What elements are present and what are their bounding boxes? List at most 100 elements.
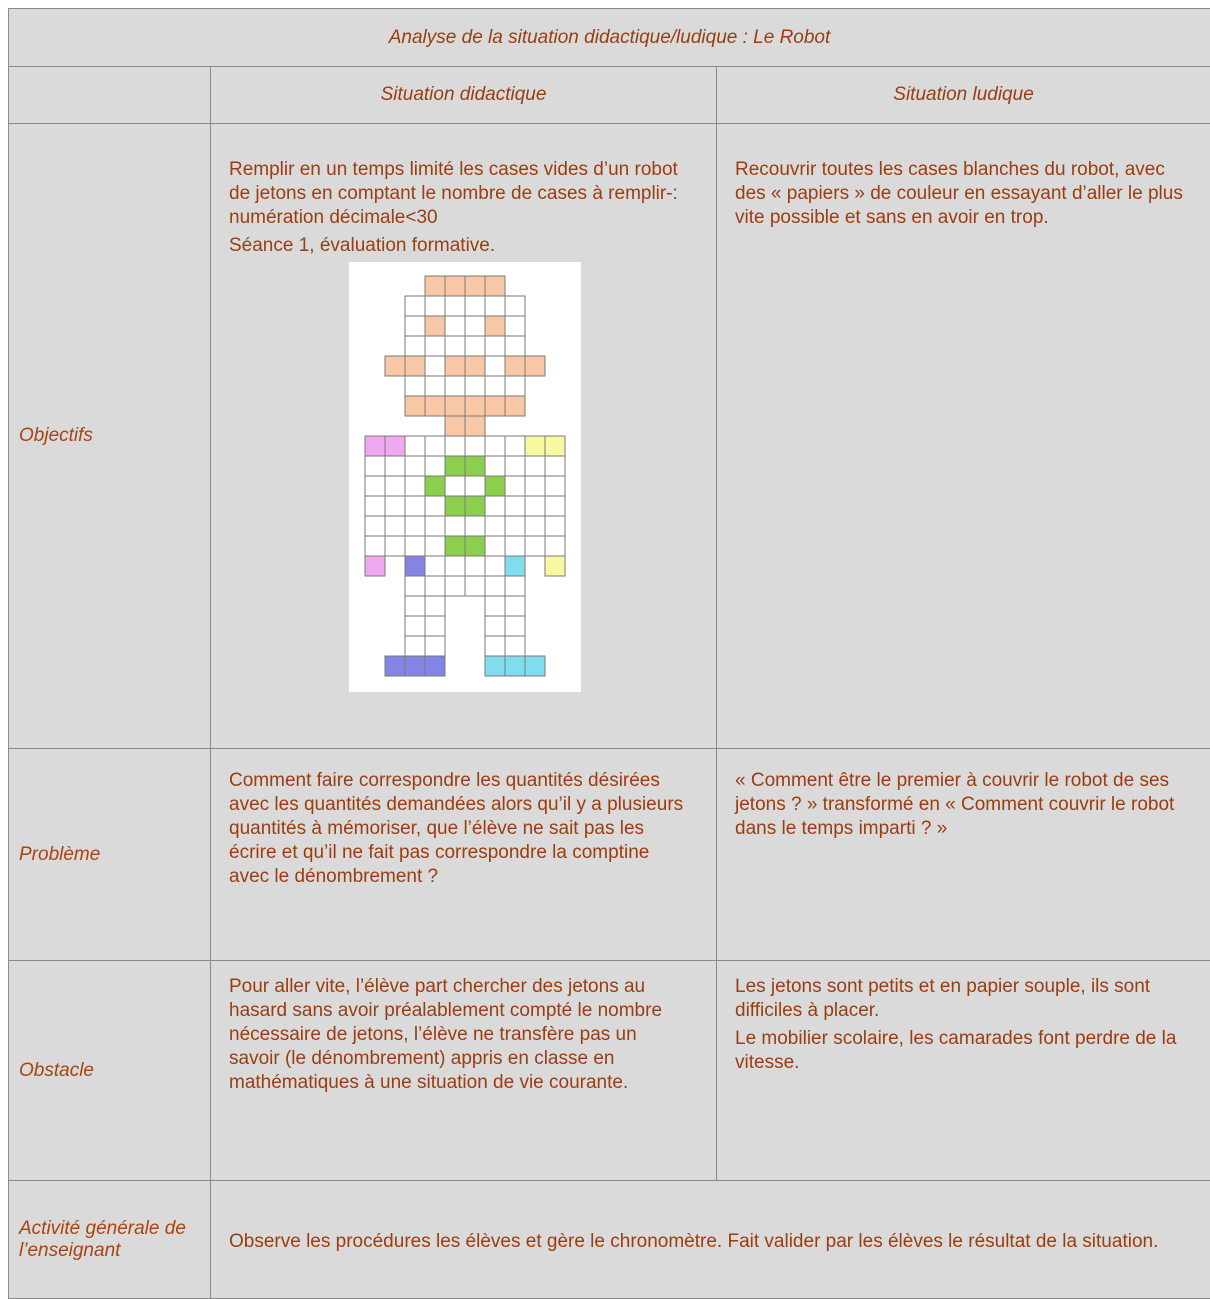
robot-cell	[404, 315, 426, 337]
robot-cell	[424, 535, 446, 557]
robot-cell	[364, 435, 386, 457]
robot-cell	[364, 495, 386, 517]
cell: Pour aller vite, l’élève part chercher d…	[210, 960, 717, 1181]
cell: Recouvrir toutes les cases blanches du r…	[715, 123, 1210, 749]
robot-cell	[444, 275, 466, 297]
robot-cell	[384, 535, 406, 557]
robot-cell	[504, 335, 526, 357]
row: Obstacle Pour aller vite, l’élève part c…	[8, 960, 1210, 1181]
robot-cell	[484, 315, 506, 337]
robot-cell	[524, 495, 546, 517]
robot-cell	[544, 455, 566, 477]
robot-cell	[444, 575, 466, 597]
robot-cell	[544, 435, 566, 457]
table-title: Analyse de la situation didactique/ludiq…	[7, 8, 1210, 67]
robot-cell	[404, 455, 426, 477]
header-row: Situation didactique Situation ludique	[8, 66, 1210, 124]
robot-cell	[464, 455, 486, 477]
robot-cell	[524, 435, 546, 457]
robot-cell	[504, 615, 526, 637]
robot-cell	[524, 535, 546, 557]
robot-cell	[504, 455, 526, 477]
robot-cell	[484, 455, 506, 477]
robot-cell	[444, 455, 466, 477]
robot-cell	[504, 495, 526, 517]
robot-cell	[424, 375, 446, 397]
robot-cell	[504, 595, 526, 617]
robot-cell	[504, 555, 526, 577]
robot-cell	[424, 295, 446, 317]
robot-cell	[444, 435, 466, 457]
robot-cell	[484, 515, 506, 537]
robot-cell	[464, 295, 486, 317]
robot-cell	[404, 375, 426, 397]
robot-cell	[504, 575, 526, 597]
cell: Les jetons sont petits et en papier soup…	[715, 960, 1210, 1181]
robot-cell	[484, 435, 506, 457]
robot-cell	[444, 295, 466, 317]
robot-cell	[424, 315, 446, 337]
robot-cell	[484, 395, 506, 417]
robot-cell	[444, 535, 466, 557]
robot-cell	[504, 435, 526, 457]
robot-cell	[484, 355, 506, 377]
robot-cell	[444, 475, 466, 497]
row-label: Objectifs	[8, 123, 211, 749]
robot-cell	[464, 315, 486, 337]
cell: « Comment être le premier à couvrir le r…	[715, 748, 1210, 961]
robot-cell	[404, 555, 426, 577]
robot-cell	[404, 575, 426, 597]
robot-cell	[364, 455, 386, 477]
robot-cell	[364, 475, 386, 497]
robot-cell	[464, 355, 486, 377]
robot-cell	[484, 335, 506, 357]
analysis-table: Analyse de la situation didactique/ludiq…	[7, 8, 1210, 1299]
robot-cell	[484, 555, 506, 577]
robot-cell	[464, 395, 486, 417]
robot-cell	[464, 515, 486, 537]
robot-cell	[384, 495, 406, 517]
paragraph: Recouvrir toutes les cases blanches du r…	[735, 159, 1183, 228]
robot-cell	[504, 375, 526, 397]
robot-cell	[464, 475, 486, 497]
robot-cell	[424, 495, 446, 517]
robot-cell	[484, 575, 506, 597]
robot-cell	[404, 295, 426, 317]
robot-cell	[404, 495, 426, 517]
robot-cell	[404, 595, 426, 617]
robot-cell	[384, 515, 406, 537]
robot-cell	[444, 335, 466, 357]
cell: Observe les procédures les élèves et gèr…	[209, 1180, 1210, 1299]
robot-cell	[364, 515, 386, 537]
robot-cell	[464, 575, 486, 597]
robot-cell	[504, 395, 526, 417]
robot-cell	[524, 355, 546, 377]
robot-cell	[404, 355, 426, 377]
robot-cell	[404, 475, 426, 497]
cell: Remplir en un temps limité les cases vid…	[210, 123, 717, 749]
paragraph: Les jetons sont petits et en papier soup…	[735, 976, 1151, 1021]
row: Activité générale de l’enseignant Observ…	[8, 1180, 1210, 1299]
robot-image	[349, 262, 581, 692]
paragraph: Pour aller vite, l’élève part chercher d…	[229, 976, 663, 1093]
robot-cell	[384, 475, 406, 497]
robot-cell	[504, 295, 526, 317]
paragraph: Le mobilier scolaire, les camarades font…	[735, 1028, 1177, 1073]
robot-cell	[464, 275, 486, 297]
robot-cell	[464, 435, 486, 457]
robot-cell	[464, 375, 486, 397]
robot-cell	[444, 555, 466, 577]
robot-cell	[424, 635, 446, 657]
robot-cell	[524, 515, 546, 537]
title-row: Analyse de la situation didactique/ludiq…	[7, 8, 1210, 67]
robot-cell	[544, 515, 566, 537]
robot-cell	[484, 535, 506, 557]
robot-cell	[424, 335, 446, 357]
robot-cell	[424, 475, 446, 497]
robot-cell	[464, 415, 486, 437]
robot-cell	[404, 335, 426, 357]
robot-cell	[464, 535, 486, 557]
robot-cell	[384, 355, 406, 377]
